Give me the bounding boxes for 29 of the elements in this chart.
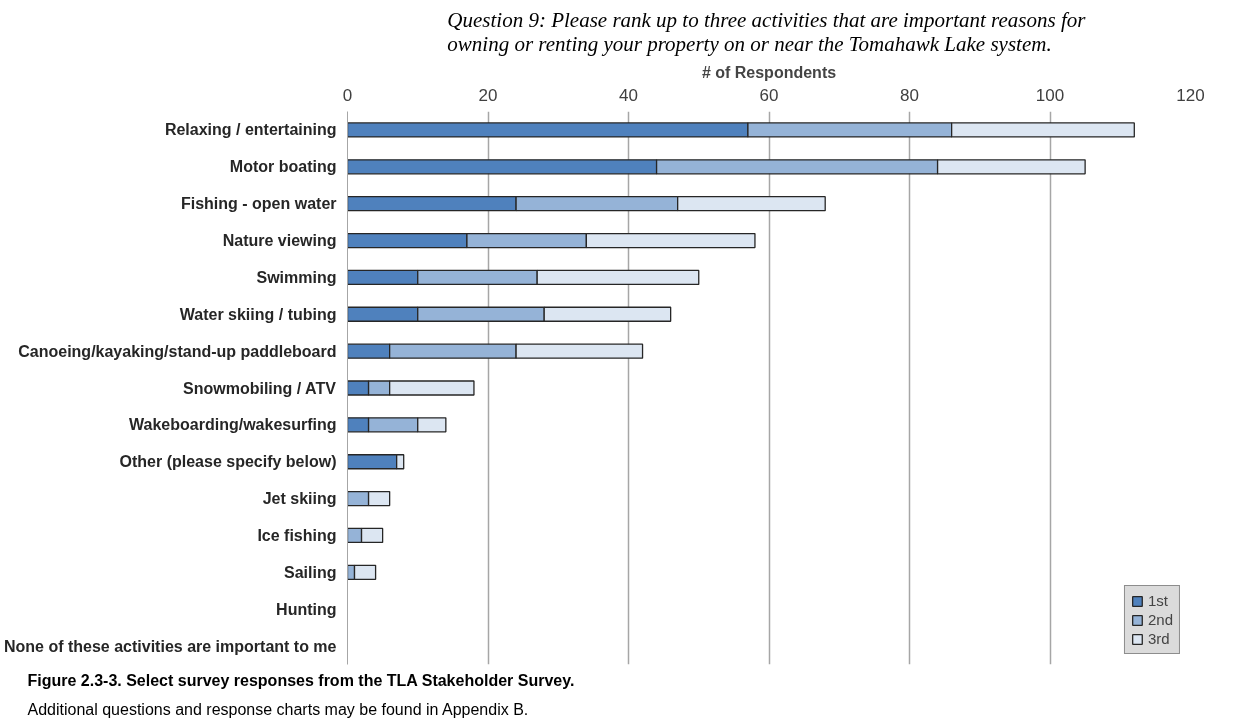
legend-label: 2nd <box>1147 611 1173 628</box>
y-tick-label: Swimming <box>256 268 337 286</box>
y-tick-label: Fishing - open water <box>180 195 337 213</box>
y-tick-label: Snowmobiling / ATV <box>183 379 337 397</box>
y-tick-label: None of these activities are important to me <box>3 637 337 655</box>
y-tick-label: Canoeing/kayaking/stand-up paddleboard <box>18 342 337 360</box>
x-tick-label: 100 <box>1035 85 1065 105</box>
y-tick-label: Hunting <box>276 600 337 618</box>
x-tick-label: 0 <box>342 85 353 105</box>
x-tick-label: 20 <box>478 85 498 105</box>
y-tick-label: Ice fishing <box>257 526 337 544</box>
chart-title: Question 9: Please rank up to three activities that are important reasons for owning or renting your property on or near the Tomahawk Lake system. <box>447 7 1087 56</box>
y-tick-label: Water skiing / tubing <box>179 305 337 323</box>
y-tick-label: Relaxing / entertaining <box>164 121 337 139</box>
caption: Figure 2.3-3. Select survey responses from the TLA Stakeholder Survey. <box>27 671 575 689</box>
y-tick-label: Wakeboarding/wakesurfing <box>129 416 337 434</box>
y-tick-label: Sailing <box>284 563 337 581</box>
y-tick-label: Motor boating <box>229 158 337 176</box>
x-axis-title: # of Respondents <box>701 63 837 81</box>
x-tick-label: 40 <box>619 85 638 105</box>
x-tick-label: 80 <box>900 85 919 105</box>
y-tick-label: Other (please specify below) <box>119 453 337 471</box>
y-tick-label: Nature viewing <box>222 232 337 250</box>
x-tick-label: 120 <box>1176 85 1205 105</box>
x-tick-label: 60 <box>759 85 779 105</box>
text: Additional questions and response charts may be found in Appendix B. <box>27 700 529 718</box>
legend-label: 1st <box>1147 592 1168 609</box>
y-tick-label: Jet skiing <box>262 490 337 508</box>
legend-label: 3rd <box>1147 630 1170 647</box>
